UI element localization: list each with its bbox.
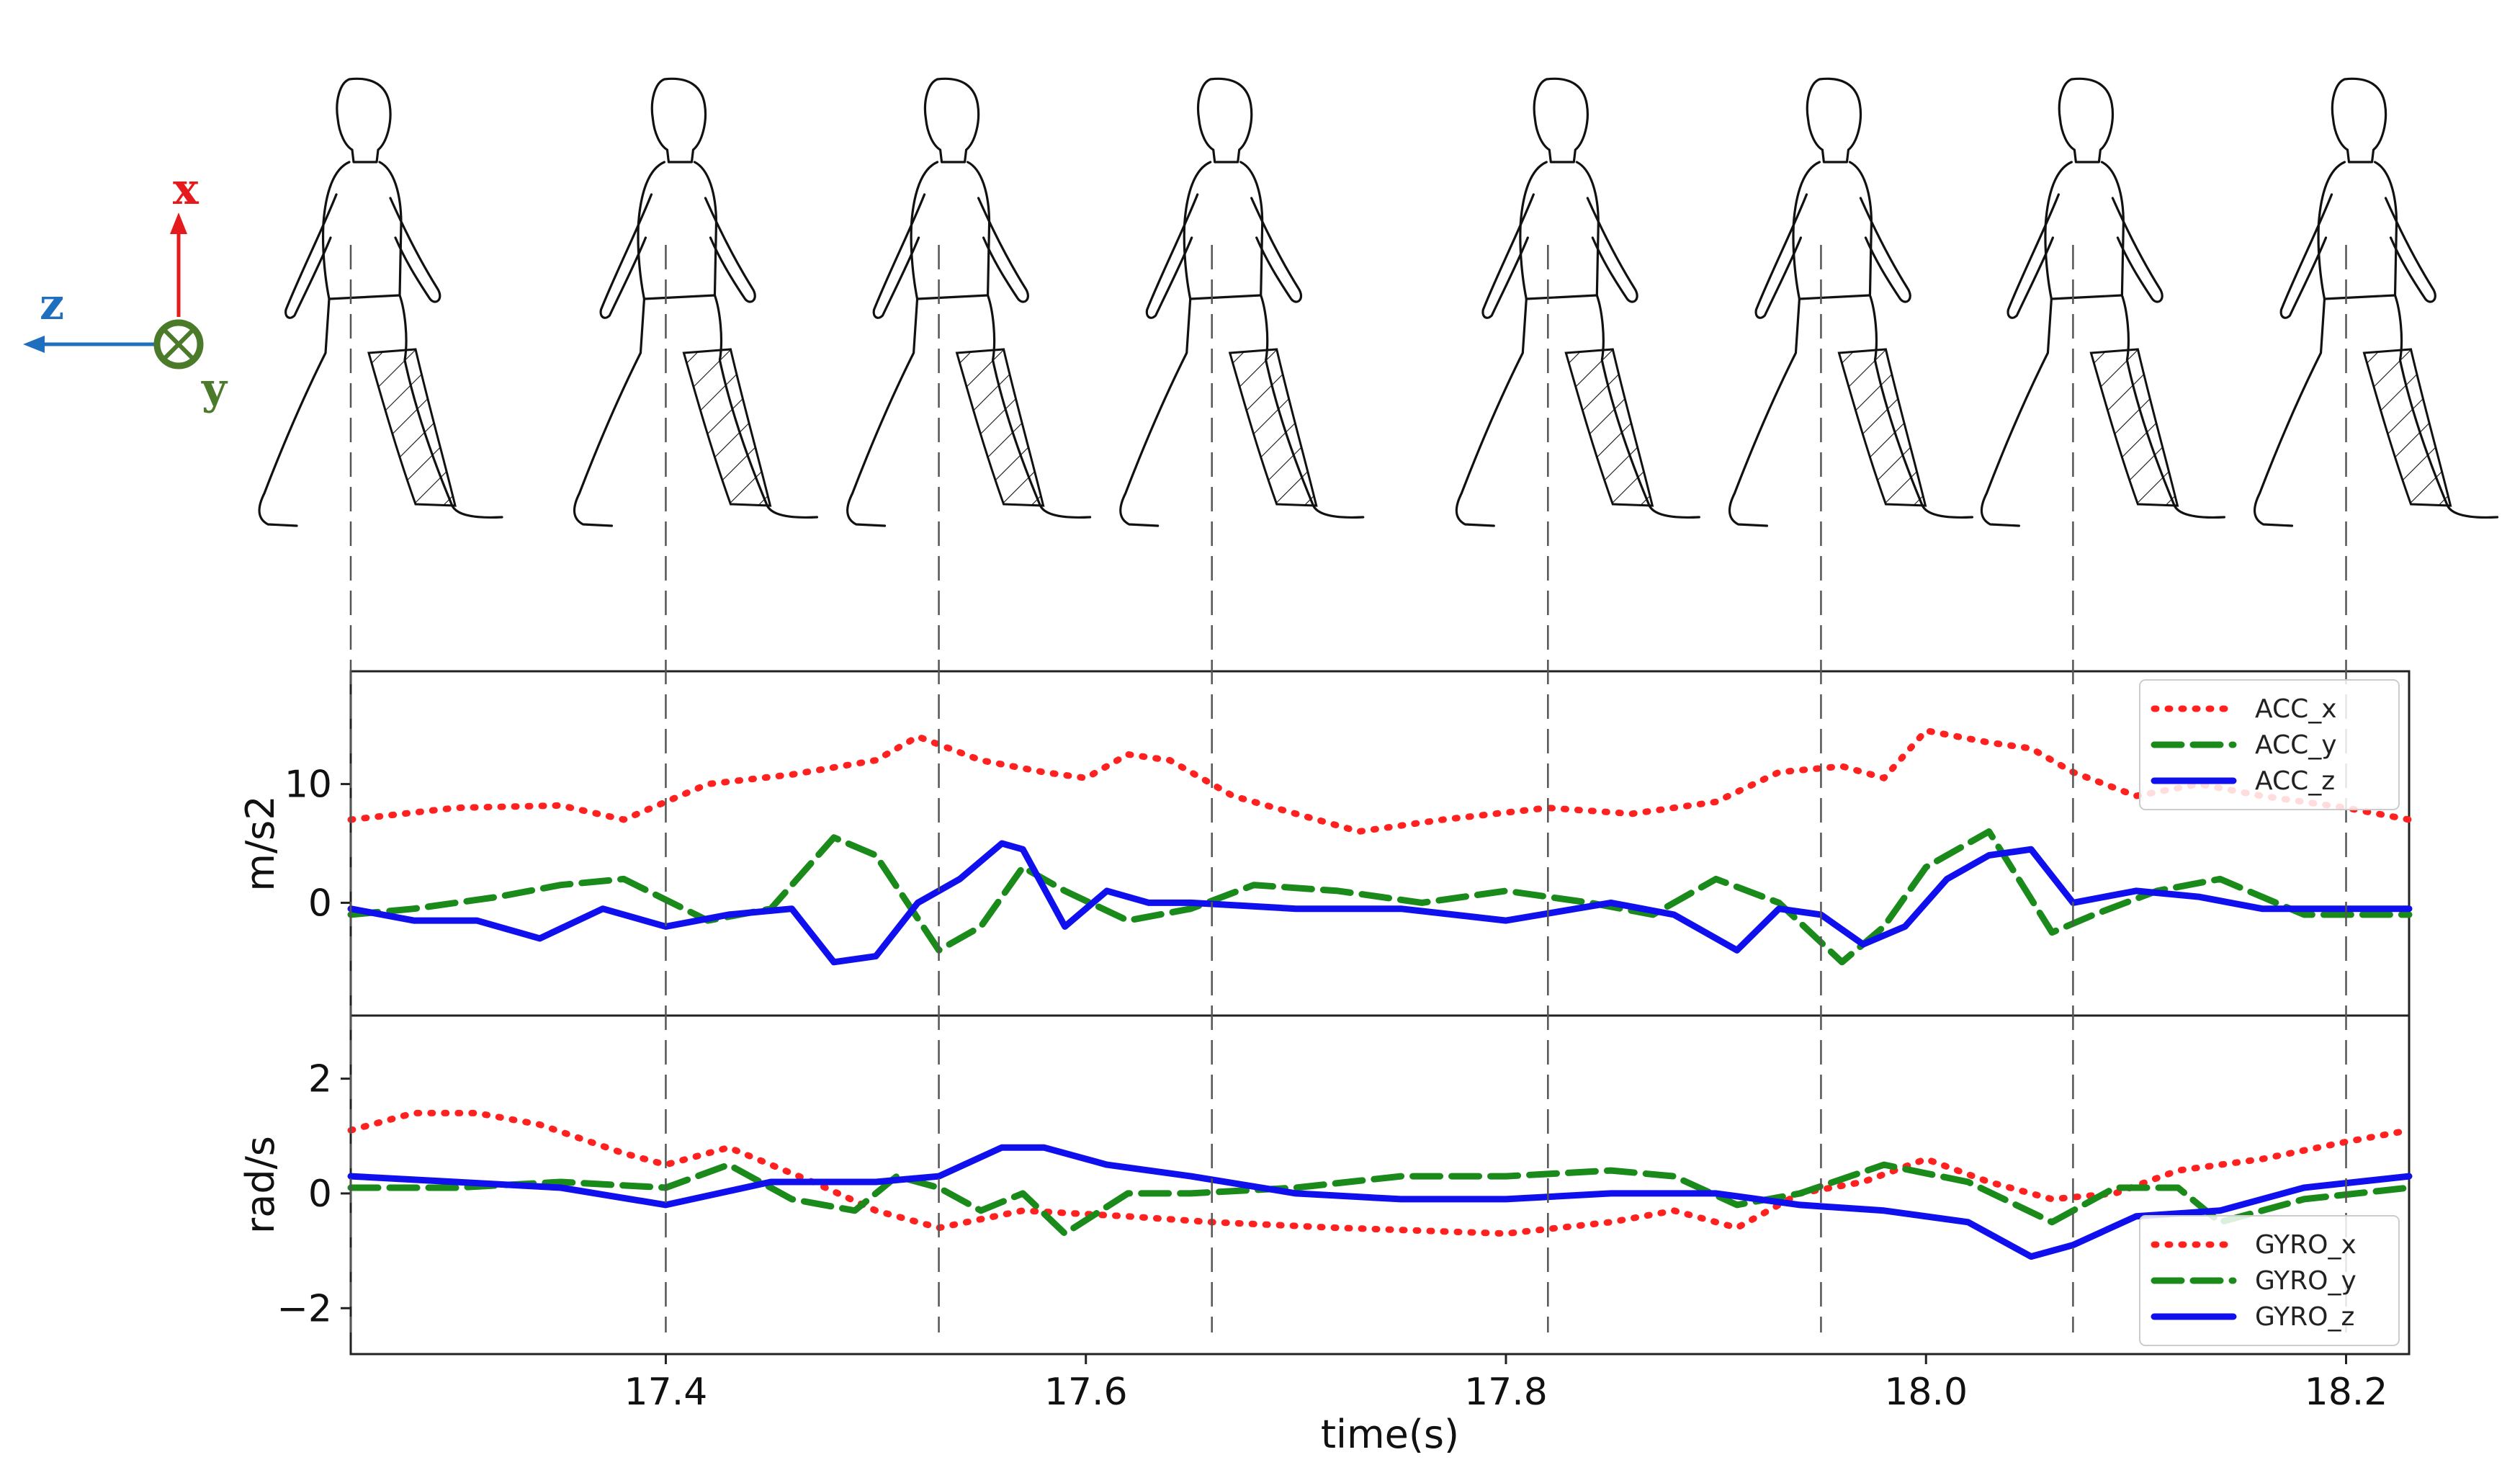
x-tick-label: 17.6 bbox=[1044, 1371, 1128, 1414]
accelerometer-panel: 0 10m/s2 bbox=[238, 670, 2413, 1017]
walking-figures bbox=[258, 77, 2499, 527]
gyroscope-plot-frame bbox=[349, 1014, 2411, 1356]
series-line-gyro_z bbox=[347, 1144, 2413, 1260]
legend-label-gyro_y: GYRO_y bbox=[2255, 1266, 2357, 1296]
y-tick-label: 10 bbox=[284, 763, 332, 807]
walking-child-icon bbox=[573, 77, 819, 527]
series-line-gyro_y bbox=[347, 1161, 2413, 1237]
x-tick-label: 17.4 bbox=[624, 1371, 708, 1414]
gyroscope-legend: GYRO_x GYRO_y GYRO_z bbox=[2139, 1215, 2400, 1346]
walking-child-icon bbox=[1980, 77, 2225, 527]
x-axis-title: time(s) bbox=[1321, 1412, 1459, 1457]
series-line-acc_x bbox=[347, 727, 2413, 835]
x-tick-label: 18.2 bbox=[2305, 1371, 2388, 1414]
legend-label-acc_x: ACC_x bbox=[2255, 694, 2337, 724]
legend-label-gyro_z: GYRO_z bbox=[2255, 1302, 2354, 1332]
accelerometer-y-axis-title: m/s2 bbox=[238, 795, 283, 891]
y-axis-label: y bbox=[201, 364, 228, 414]
accelerometer-plot-frame bbox=[349, 670, 2411, 1017]
y-tick-label: 0 bbox=[308, 1173, 332, 1216]
legend-label-gyro_x: GYRO_x bbox=[2255, 1230, 2357, 1260]
legend-label-acc_z: ACC_z bbox=[2255, 766, 2335, 796]
x-tick-label: 18.0 bbox=[1884, 1371, 1968, 1414]
y-tick-label: 2 bbox=[308, 1058, 332, 1101]
walking-child-icon bbox=[258, 77, 503, 527]
walking-child-icon bbox=[2253, 77, 2499, 527]
y-tick-label: −2 bbox=[277, 1287, 332, 1330]
coordinate-axes-icon: x z y bbox=[23, 164, 228, 414]
gyroscope-y-axis-title: rad/s bbox=[238, 1136, 283, 1234]
legend-frame bbox=[2139, 1215, 2400, 1346]
x-axis-label: x bbox=[173, 164, 199, 215]
event-guidelines bbox=[349, 245, 2347, 1332]
legend-frame bbox=[2139, 679, 2400, 810]
series-line-gyro_x bbox=[347, 1109, 2413, 1237]
accelerometer-legend: ACC_x ACC_y ACC_z bbox=[2139, 679, 2400, 810]
walking-child-icon bbox=[846, 77, 1092, 527]
legend-label-acc_y: ACC_y bbox=[2255, 730, 2337, 760]
series-line-acc_z bbox=[347, 840, 2413, 966]
z-axis-label: z bbox=[40, 279, 64, 330]
sensor-panels: 0 10m/s2 −2 0 2 rad/s 17.4 17.6 17.8 18.0 18.2 bbox=[238, 670, 2413, 1414]
walking-child-icon bbox=[1119, 77, 1365, 527]
y-tick-label: 0 bbox=[308, 882, 332, 925]
walking-child-icon bbox=[1728, 77, 1974, 527]
walking-child-icon bbox=[1455, 77, 1700, 527]
legends: ACC_x ACC_y ACC_z GYRO_x GYRO_y GYRO_z bbox=[2139, 679, 2400, 1346]
gyroscope-panel: −2 0 2 rad/s 17.4 17.6 17.8 18.0 18.2 bbox=[238, 1014, 2413, 1414]
x-tick-label: 17.8 bbox=[1464, 1371, 1548, 1414]
